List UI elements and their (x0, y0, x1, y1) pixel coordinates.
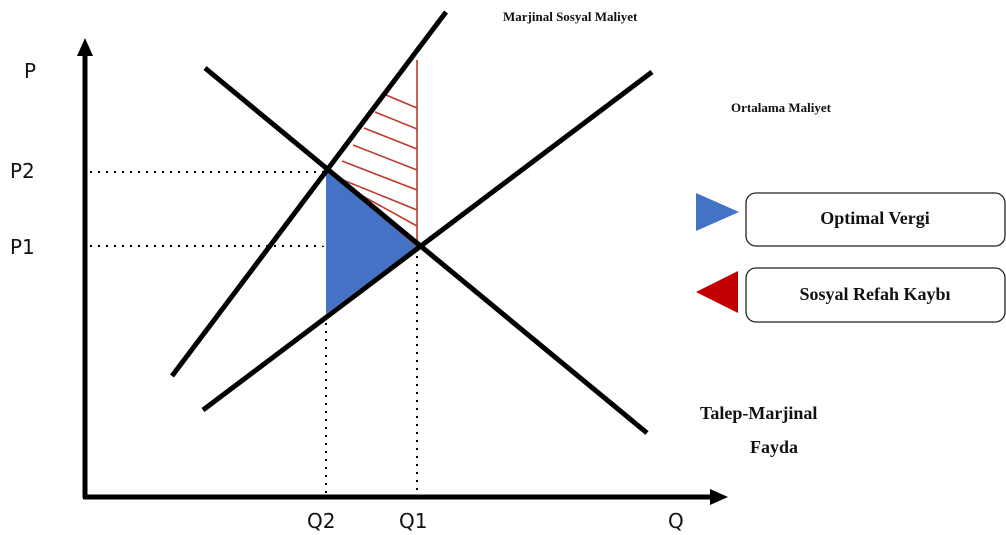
y-axis-arrow (77, 38, 93, 56)
legend-tax-marker (696, 193, 739, 231)
legend-tax-label: Optimal Vergi (820, 208, 930, 228)
q2-label: Q2 (307, 509, 335, 533)
optimal-tax-area (326, 170, 417, 314)
x-axis-arrow (710, 489, 728, 505)
average-cost-label: Ortalama Maliyet (731, 100, 832, 115)
p2-label: P2 (10, 159, 35, 183)
average-cost-line (201, 70, 654, 412)
y-axis-label: P (24, 59, 36, 83)
p1-label: P1 (10, 235, 35, 259)
demand-label-line1: Talep-Marjinal (700, 403, 817, 423)
legend-tax-box (745, 192, 1006, 247)
legend-loss-box (745, 267, 1006, 323)
marginal-social-cost-line (170, 10, 448, 378)
demand-line (203, 66, 649, 435)
demand-label-line2: Fayda (750, 437, 798, 457)
legend-loss-label: Sosyal Refah Kaybı (799, 284, 950, 304)
q1-label: Q1 (399, 509, 427, 533)
x-axis-label: Q (668, 509, 684, 533)
legend: Optimal Vergi Sosyal Refah Kaybı (696, 192, 1006, 323)
legend-loss-marker (696, 271, 738, 313)
marginal-social-cost-label: Marjinal Sosyal Maliyet (503, 9, 638, 24)
